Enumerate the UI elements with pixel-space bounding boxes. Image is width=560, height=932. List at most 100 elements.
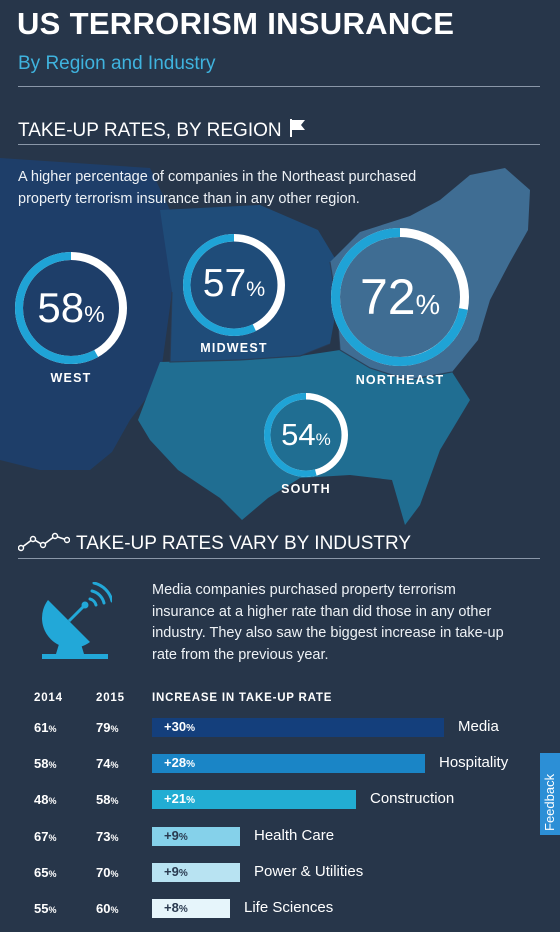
value-2015-number: 79 [96,720,111,735]
value-2014-number: 55 [34,901,49,916]
value-2014: 61% [34,720,56,735]
value-2014-unit: % [48,724,57,734]
ring-south-arc [264,393,348,477]
increase-plus-sign: + [164,864,172,879]
ring-northeast-label: NORTHEAST [355,373,445,387]
value-2014-number: 61 [34,720,49,735]
feedback-label: Feedback [542,773,557,831]
ring-west-label: WEST [50,371,92,385]
increase-bar: +21% [152,790,356,809]
value-2015-unit: % [110,869,119,879]
increase-bar: +9% [152,863,240,882]
value-2014-number: 65 [34,865,49,880]
value-2015: 58% [96,792,118,807]
feedback-tab[interactable]: Feedback [540,753,560,835]
region-intro-text: A higher percentage of companies in the … [18,169,417,207]
ring-midwest [183,234,285,336]
value-2014-unit: % [48,833,57,843]
increase-unit: % [186,723,195,734]
increase-unit: % [178,904,188,915]
industry-name: Life Sciences [244,899,334,916]
column-header-increase: INCREASE IN TAKE-UP RATE [152,692,333,704]
increase-unit: % [178,832,188,843]
ring-south-label: SOUTH [281,482,331,496]
industry-name: Health Care [254,827,335,844]
increase-bar: +8% [152,899,230,918]
increase-bar-label: +8% [164,900,188,915]
increase-number: 8 [171,900,179,915]
value-2015-number: 74 [96,756,111,771]
ring-south [264,393,348,477]
value-2015-number: 73 [96,829,111,844]
region-divider [18,144,540,145]
increase-number: 30 [171,719,187,734]
ring-northeast-arc [331,228,469,366]
value-2015: 70% [96,865,118,880]
ring-west-number: 58 [37,284,85,331]
increase-plus-sign: + [164,791,172,806]
ring-northeast-value: 72% [330,268,470,326]
value-2015-number: 70 [96,865,111,880]
value-2014-unit: % [48,905,57,915]
industry-name: Hospitality [439,754,509,771]
ring-west-unit: % [84,301,105,327]
column-header-2014: 2014 [34,692,63,704]
increase-number: 9 [171,828,179,843]
industry-name: Media [458,718,499,735]
column-header-2015: 2015 [96,692,125,704]
increase-bar: +30% [152,718,444,737]
value-2015-unit: % [110,760,119,770]
value-2014: 55% [34,901,56,916]
ring-midwest-arc [183,234,285,336]
industry-section-title-text: TAKE-UP RATES VARY BY INDUSTRY [76,533,412,554]
region-section-title: TAKE-UP RATES, BY REGION [18,118,307,142]
value-2014-unit: % [48,796,57,806]
value-2014: 67% [34,829,56,844]
ring-south-number: 54 [281,417,316,452]
value-2015-number: 60 [96,901,111,916]
value-2014: 48% [34,792,56,807]
page-subtitle: By Region and Industry [18,53,216,74]
increase-plus-sign: + [164,719,172,734]
value-2014: 65% [34,865,56,880]
ring-south-value: 54% [263,417,349,453]
satellite-dish-icon [42,582,112,659]
increase-bar-label: +21% [164,791,195,806]
ring-west-arc [15,252,127,364]
ring-west-value: 58% [14,284,128,332]
industry-name: Construction [370,790,455,807]
region-section-title-text: TAKE-UP RATES, BY REGION [18,120,282,141]
line-chart-icon [17,532,71,552]
increase-bar-label: +9% [164,864,188,879]
ring-midwest-value: 57% [182,262,286,306]
increase-unit: % [178,868,188,879]
value-2014-unit: % [48,869,57,879]
value-2015: 79% [96,720,118,735]
value-2014-unit: % [48,760,57,770]
page-title: US TERRORISM INSURANCE [17,6,455,41]
south-region-shape [138,350,470,525]
increase-number: 28 [171,755,187,770]
industry-section-title: TAKE-UP RATES VARY BY INDUSTRY [17,532,412,555]
value-2014-number: 58 [34,756,49,771]
increase-bar: +9% [152,827,240,846]
ring-midwest-unit: % [246,277,266,301]
value-2014: 58% [34,756,56,771]
increase-unit: % [186,795,195,806]
increase-number: 21 [171,791,187,806]
value-2014-number: 67 [34,829,49,844]
ring-northeast [331,228,469,366]
value-2015: 60% [96,901,118,916]
increase-bar-label: +9% [164,828,188,843]
industry-divider [18,558,540,559]
increase-unit: % [186,759,195,770]
value-2015: 74% [96,756,118,771]
ring-northeast-unit: % [415,289,441,320]
west-region-shape [0,158,172,470]
increase-bar-label: +28% [164,755,195,770]
value-2015: 73% [96,829,118,844]
ring-northeast-number: 72 [359,269,416,325]
ring-west [15,252,127,364]
increase-plus-sign: + [164,828,172,843]
